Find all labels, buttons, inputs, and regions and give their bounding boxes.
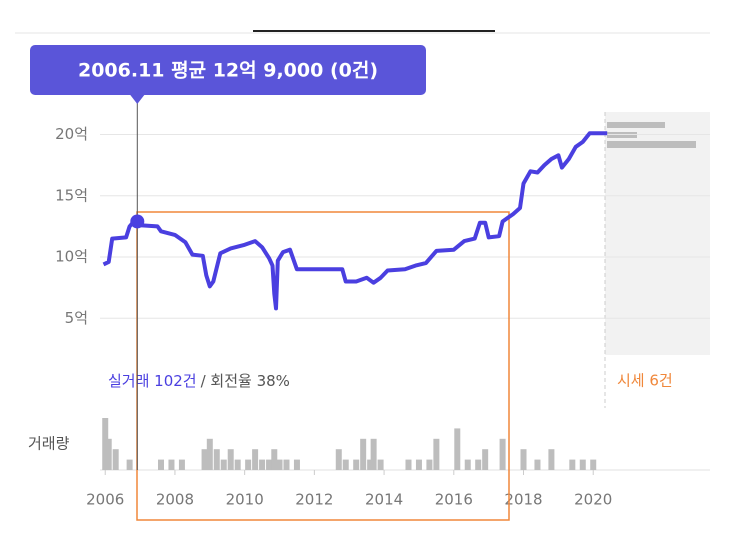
volume-bar [590, 459, 597, 470]
volume-bar [426, 459, 433, 470]
volume-bar [475, 459, 482, 470]
volume-bar [360, 438, 367, 470]
volume-bar [276, 459, 283, 470]
volume-bar [206, 438, 213, 470]
volume-bar [234, 459, 241, 470]
y-tick-label: 5억 [65, 309, 88, 327]
x-tick-label: 2006 [86, 491, 124, 509]
forecast-area [605, 112, 710, 355]
tooltip-text: 2006.11 평균 12억 9,000 (0건) [78, 60, 378, 82]
tooltip-box [30, 45, 426, 95]
volume-bar [126, 459, 133, 470]
x-tick-label: 2016 [435, 491, 473, 509]
price-line [102, 131, 608, 311]
volume-bar [283, 459, 290, 470]
volume-bar [548, 449, 555, 470]
volume-bar [213, 449, 220, 470]
x-tick-label: 2014 [365, 491, 403, 509]
volume-bar [252, 449, 259, 470]
volume-bar [245, 459, 252, 470]
volume-bar [367, 459, 374, 470]
x-tick-label: 2010 [226, 491, 264, 509]
volume-bar [370, 438, 377, 470]
volume-bar [415, 459, 422, 470]
y-tick-label: 20억 [55, 125, 88, 143]
listing-range [607, 122, 665, 128]
volume-bar [335, 449, 342, 470]
volume-bar [579, 459, 586, 470]
listing-count: 시세 6건 [617, 372, 673, 390]
volume-bar [293, 459, 300, 470]
volume-bar [271, 449, 278, 470]
volume-bar [433, 438, 440, 470]
volume-bar [220, 459, 227, 470]
volume-bar [353, 459, 360, 470]
volume-bar [499, 438, 506, 470]
volume-bar [266, 459, 273, 470]
volume-bar [105, 438, 112, 470]
tooltip-pointer [130, 95, 145, 104]
volume-bar [102, 418, 109, 470]
volume-bar [520, 449, 527, 470]
volume-bar [227, 449, 234, 470]
x-tick-label: 2008 [156, 491, 194, 509]
legend: 실거래 102건 / 회전율 38% [108, 372, 290, 390]
turnover: / 회전율 38% [201, 372, 290, 390]
volume-bar [482, 449, 489, 470]
volume-bar [342, 459, 349, 470]
volume-bar [201, 449, 208, 470]
volume-bar [534, 459, 541, 470]
y-tick-label: 10억 [55, 248, 88, 266]
volume-bar [158, 459, 164, 470]
volume-bar [569, 459, 576, 470]
volume-bar [168, 459, 175, 470]
volume-bar [454, 428, 461, 470]
hover-point [130, 214, 145, 229]
volume-bar [178, 459, 185, 470]
trade-count: 실거래 102건 [108, 372, 197, 390]
selection-box [136, 211, 510, 521]
volume-bar [259, 459, 266, 470]
volume-bar [464, 459, 471, 470]
x-tick-label: 2018 [504, 491, 542, 509]
y-tick-label: 15억 [55, 186, 88, 204]
x-tick-label: 2020 [574, 491, 612, 509]
listing-range [607, 141, 696, 148]
volume-bar [405, 459, 412, 470]
volume-label: 거래량 [28, 435, 70, 453]
volume-bar [112, 449, 119, 470]
volume-bar [377, 459, 384, 470]
x-tick-label: 2012 [295, 491, 333, 509]
